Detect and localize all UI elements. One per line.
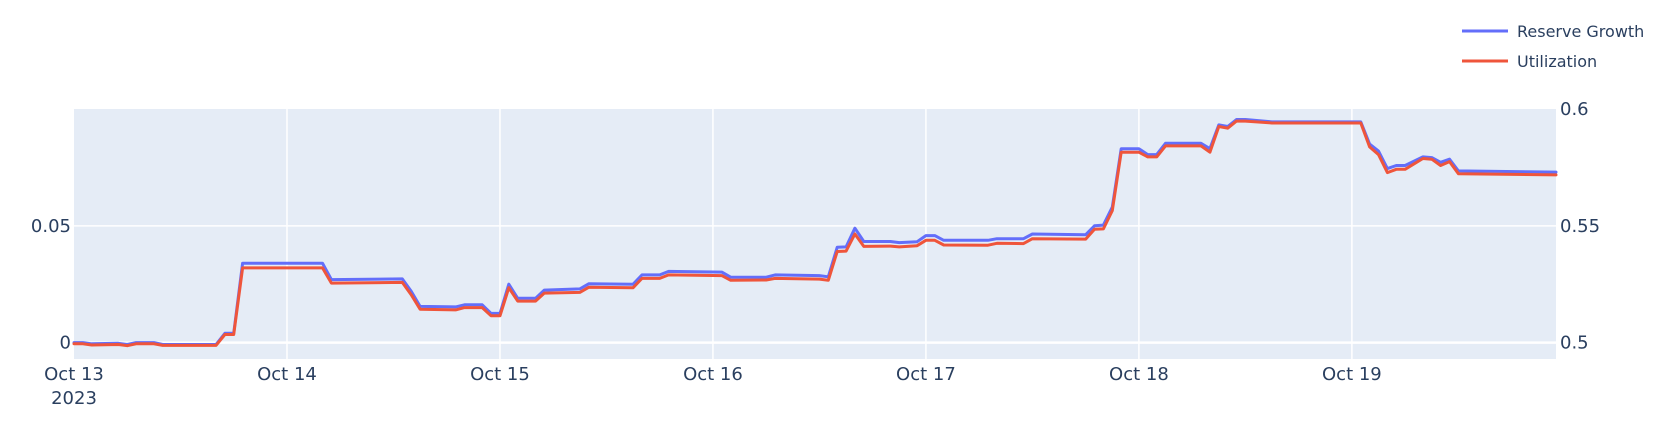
plot-background	[74, 109, 1556, 359]
x-tick-label: Oct 13	[44, 364, 104, 385]
legend-label: Reserve Growth	[1517, 22, 1644, 41]
y-right-tick-label: 0.6	[1560, 99, 1589, 120]
x-tick-label: Oct 18	[1109, 364, 1169, 385]
x-tick-label: Oct 14	[257, 364, 317, 385]
x-tick-label: Oct 16	[683, 364, 743, 385]
x-tick-sublabel: 2023	[51, 388, 97, 409]
legend-item[interactable]: Reserve Growth	[1462, 22, 1644, 41]
series-layer	[72, 118, 1558, 348]
x-tick-label: Oct 15	[470, 364, 530, 385]
legend-item[interactable]: Utilization	[1462, 52, 1597, 71]
series-line-utilization	[72, 119, 1558, 348]
series-line-reserve-growth	[72, 118, 1558, 346]
x-tick-label: Oct 17	[896, 364, 956, 385]
x-axis: Oct 13 2023 Oct 14 Oct 15 Oct 16 Oct 17 Oct 18…	[44, 364, 1382, 409]
y-axis-left: 00.05	[31, 216, 71, 354]
x-tick-label: Oct 19	[1322, 364, 1382, 385]
y-axis-right: 0.5 0.55 0.6	[1560, 99, 1600, 354]
y-right-tick-label: 0.5	[1560, 333, 1589, 354]
grid	[74, 109, 1556, 359]
legend: Reserve Growth Utilization	[1462, 22, 1644, 71]
y-left-tick-label: 0	[60, 333, 71, 354]
y-left-tick-label: 0.05	[31, 216, 71, 237]
y-right-tick-label: 0.55	[1560, 216, 1600, 237]
legend-label: Utilization	[1517, 52, 1597, 71]
